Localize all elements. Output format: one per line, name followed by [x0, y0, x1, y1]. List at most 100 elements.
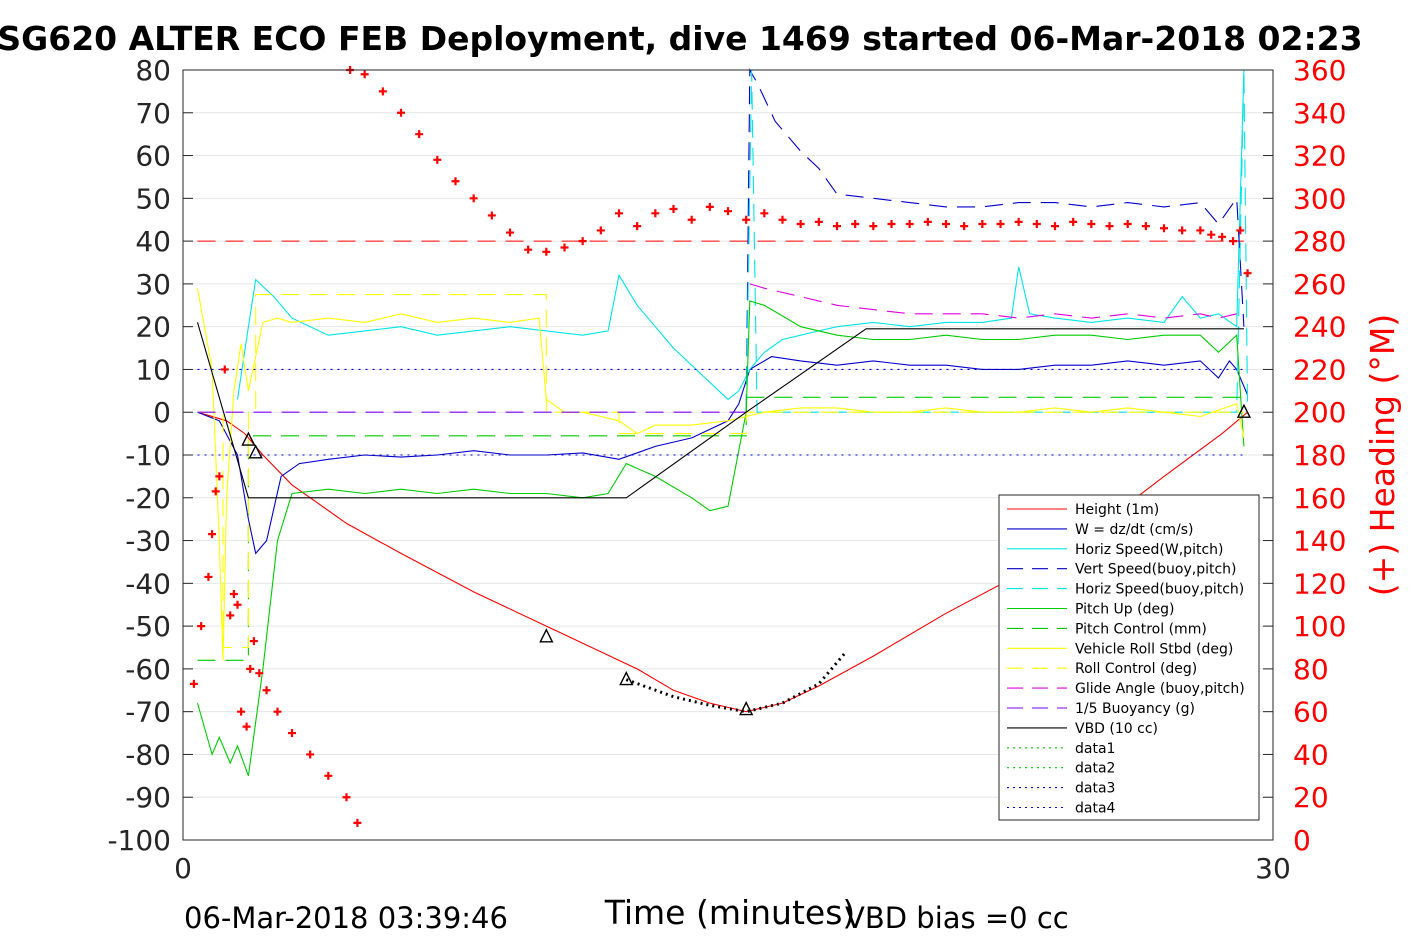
heading-point — [226, 611, 235, 620]
right-tick-label: 360 — [1293, 54, 1346, 87]
heading-point — [204, 572, 213, 581]
right-tick-label: 340 — [1293, 97, 1346, 130]
heading-point — [249, 637, 258, 646]
right-tick-label: 220 — [1293, 353, 1346, 386]
legend-label-8: Roll Control (deg) — [1075, 661, 1197, 677]
right-axis-label: (+) Heading (°M) — [1363, 314, 1402, 596]
heading-point — [288, 729, 296, 738]
heading-point — [669, 205, 678, 214]
x-tick-label: 0 — [174, 852, 192, 885]
heading-point — [433, 155, 442, 164]
heading-point — [469, 194, 478, 203]
left-axis-ticks: 80 70 60 50 40 30 20 10 0 -10 -20 -30 -40 -50 -60 -70 -8… — [107, 54, 193, 857]
heading-point — [220, 365, 229, 374]
right-tick-label: 180 — [1293, 439, 1346, 472]
right-tick-label: 60 — [1293, 696, 1329, 729]
triangle-marker — [241, 431, 256, 446]
left-tick-label: -60 — [125, 653, 171, 686]
heading-point — [211, 487, 220, 496]
heading-point — [615, 209, 623, 218]
right-axis-ticks: 3603403203002802602402202001801601401201… — [1263, 54, 1346, 857]
heading-point — [796, 220, 805, 228]
heading-point — [851, 220, 860, 228]
heading-point — [742, 215, 751, 224]
left-tick-label: -40 — [125, 567, 171, 600]
heading-point — [1032, 220, 1041, 228]
heading-point — [262, 686, 271, 695]
heading-point — [242, 722, 251, 731]
heading-point — [237, 707, 246, 716]
heading-point — [905, 220, 914, 228]
left-tick-label: 70 — [135, 97, 171, 130]
heading-point — [1087, 220, 1096, 228]
heading-point — [923, 217, 932, 226]
heading-point — [246, 664, 255, 673]
series-line-3 — [745, 67, 1245, 413]
heading-point — [229, 590, 238, 599]
heading-point — [487, 211, 496, 220]
left-tick-label: -50 — [125, 610, 171, 643]
heading-point — [778, 215, 787, 224]
heading-point — [215, 472, 224, 481]
heading-point — [524, 245, 533, 254]
legend-label-1: W = dz/dt (cm/s) — [1075, 522, 1194, 538]
heading-point — [578, 237, 587, 246]
heading-points — [189, 66, 1252, 827]
heading-point — [1236, 226, 1245, 235]
right-tick-label: 300 — [1293, 182, 1346, 215]
chart-title: SG620 ALTER ECO FEB Deployment, dive 146… — [0, 19, 1363, 58]
heading-point — [189, 679, 198, 688]
heading-point — [397, 108, 405, 117]
heading-point — [1069, 217, 1078, 226]
right-tick-label: 280 — [1293, 225, 1346, 258]
right-tick-label: 100 — [1293, 610, 1346, 643]
legend-label-7: Vehicle Roll Stbd (deg) — [1075, 641, 1233, 657]
triangle-marker — [539, 628, 554, 643]
triangle-marker — [248, 444, 263, 459]
right-tick-label: 40 — [1293, 738, 1329, 771]
left-tick-label: -100 — [107, 824, 171, 857]
left-tick-label: 60 — [135, 140, 171, 173]
left-tick-label: 20 — [135, 311, 171, 344]
triangle-marker — [739, 700, 754, 716]
heading-point — [451, 177, 460, 186]
left-tick-label: -90 — [125, 781, 171, 814]
heading-point — [353, 818, 362, 827]
legend-label-3: Vert Speed(buoy,pitch) — [1075, 562, 1237, 578]
heading-point — [360, 70, 369, 79]
heading-point — [960, 222, 969, 231]
heading-point — [306, 750, 315, 759]
heading-point — [542, 247, 551, 256]
series-line-11 — [196, 322, 1244, 499]
series-line-9 — [749, 283, 1237, 319]
left-tick-label: 50 — [135, 182, 171, 215]
heading-point — [978, 220, 987, 228]
x-axis-label: Time (minutes) — [604, 893, 856, 932]
legend-label-14: data3 — [1075, 781, 1115, 797]
heading-point — [1141, 222, 1150, 231]
left-tick-label: 10 — [135, 353, 171, 386]
heading-point — [324, 771, 333, 780]
right-tick-label: 0 — [1293, 824, 1311, 857]
left-tick-label: 80 — [135, 54, 171, 87]
series-line-8 — [197, 294, 1244, 649]
left-tick-label: -80 — [125, 738, 171, 771]
right-tick-label: 160 — [1293, 482, 1346, 515]
heading-point — [415, 130, 424, 139]
right-tick-label: 260 — [1293, 268, 1346, 301]
series-line-6 — [197, 396, 1244, 661]
legend-label-6: Pitch Control (mm) — [1075, 621, 1207, 637]
series-layer — [196, 67, 1249, 776]
heading-point — [378, 87, 387, 96]
heading-point — [705, 202, 714, 211]
heading-point — [869, 222, 878, 231]
right-tick-label: 240 — [1293, 311, 1346, 344]
heading-point — [255, 669, 264, 678]
heading-point — [1243, 269, 1252, 278]
heading-point — [1207, 230, 1216, 239]
left-tick-label: -20 — [125, 482, 171, 515]
left-tick-label: -30 — [125, 525, 171, 558]
series-line-5 — [196, 300, 1245, 776]
legend-label-0: Height (1m) — [1075, 502, 1159, 518]
